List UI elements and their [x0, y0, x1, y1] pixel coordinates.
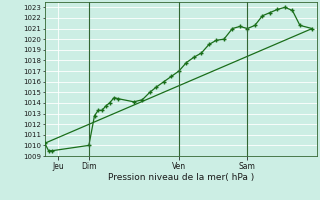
X-axis label: Pression niveau de la mer( hPa ): Pression niveau de la mer( hPa ): [108, 173, 254, 182]
